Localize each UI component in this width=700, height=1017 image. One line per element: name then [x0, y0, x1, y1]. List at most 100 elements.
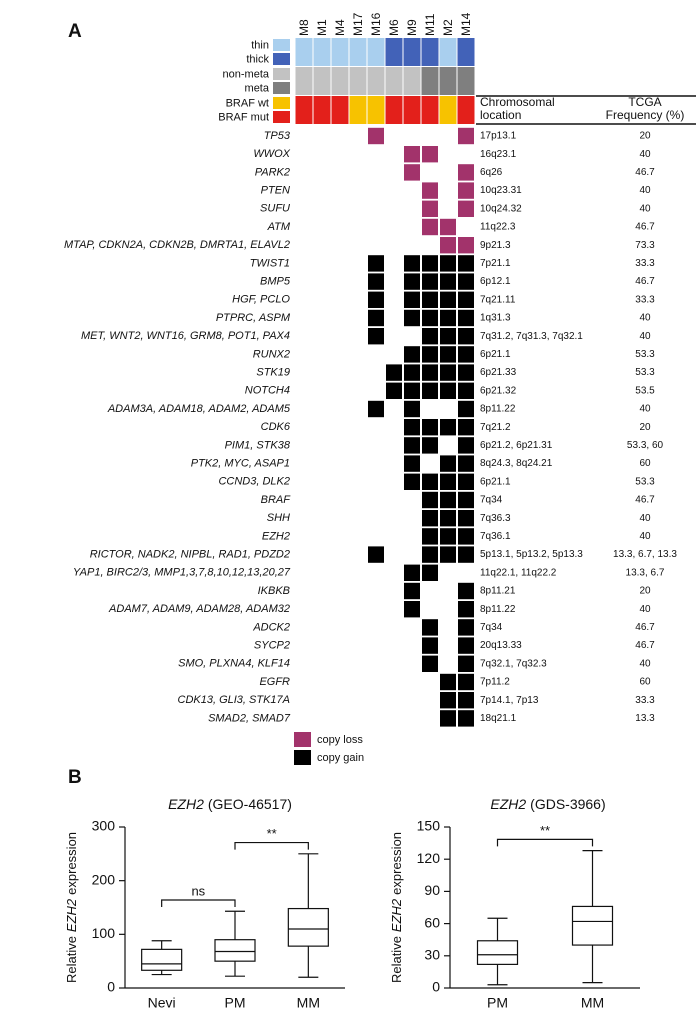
chromosomal-location: 1q31.3: [480, 313, 511, 324]
legend-label: copy gain: [317, 752, 364, 764]
tcga-frequency: 46.7: [635, 622, 655, 633]
copy-gain-cell: [440, 455, 456, 472]
copy-gain-cell: [422, 309, 438, 327]
copy-gain-cell: [422, 382, 438, 399]
copy-gain-cell: [458, 291, 474, 308]
chromosomal-location: 7p21.1: [480, 258, 511, 269]
copy-gain-cell: [440, 491, 456, 509]
copy-gain-cell: [422, 546, 438, 563]
annotation-cell: [331, 96, 349, 124]
gene-label: YAP1, BIRC2/3, MMP1,3,7,8,10,12,13,20,27: [73, 567, 291, 579]
chromosomal-location: 6p21.1: [480, 476, 511, 487]
annotation-cell: [349, 38, 367, 66]
copy-gain-cell: [440, 710, 456, 727]
tcga-frequency: 20: [639, 131, 651, 142]
legend-swatch: [294, 732, 311, 747]
copy-gain-cell: [404, 437, 420, 454]
gene-label: BMP5: [260, 276, 291, 288]
annotation-cell: [385, 38, 403, 66]
tcga-frequency: 40: [639, 531, 651, 542]
copy-gain-cell: [404, 309, 420, 327]
y-label-part: expression: [64, 832, 79, 895]
copy-gain-cell: [458, 601, 474, 618]
annotation-cell: [367, 67, 385, 95]
legend-swatch: [273, 97, 290, 109]
copy-gain-cell: [368, 400, 384, 418]
gene-label: EZH2: [262, 530, 290, 542]
copy-gain-cell: [368, 255, 384, 272]
copy-gain-cell: [422, 564, 438, 581]
legend-swatch: [273, 68, 290, 80]
legend-label: non-meta: [223, 68, 270, 80]
y-tick-label: 0: [432, 979, 440, 995]
chromosomal-location: 10q23.31: [480, 185, 522, 196]
gene-label: MET, WNT2, WNT16, GRM8, POT1, PAX4: [81, 330, 290, 342]
gene-label: SMAD2, SMAD7: [208, 712, 291, 724]
sample-label: M4: [333, 19, 347, 36]
gene-label: SYCP2: [254, 640, 290, 652]
significance-bracket: [496, 838, 594, 847]
copy-gain-cell: [458, 673, 474, 691]
copy-gain-cell: [458, 273, 474, 290]
copy-gain-cell: [386, 364, 402, 381]
copy-gain-cell: [422, 328, 438, 345]
sample-label: M11: [423, 13, 437, 36]
significance-label: **: [267, 826, 277, 841]
gene-label: TWIST1: [250, 257, 290, 269]
copy-gain-cell: [440, 328, 456, 345]
tcga-frequency: 53.3, 60: [627, 440, 664, 451]
box: [287, 907, 329, 947]
copy-gain-cell: [458, 710, 474, 727]
copy-gain-cell: [440, 510, 456, 527]
gene-label: NOTCH4: [245, 385, 290, 397]
copy-gain-cell: [368, 546, 384, 563]
copy-gain-cell: [422, 510, 438, 527]
copy-loss-cell: [458, 200, 474, 217]
copy-gain-cell: [458, 546, 474, 563]
sample-label: M8: [297, 19, 311, 36]
legend-label: BRAF wt: [226, 97, 269, 109]
gene-label: CCND3, DLK2: [218, 476, 290, 488]
panel-label: B: [68, 767, 82, 788]
sample-label: M1: [315, 19, 329, 36]
copy-loss-cell: [440, 237, 456, 254]
copy-gain-cell: [458, 619, 474, 636]
sample-label: M17: [351, 12, 365, 36]
copy-loss-cell: [458, 127, 474, 145]
sample-label: M9: [405, 19, 419, 36]
copy-gain-cell: [440, 546, 456, 563]
column-header: Chromosomal: [480, 95, 555, 109]
tcga-frequency: 46.7: [635, 640, 655, 651]
copy-gain-cell: [440, 291, 456, 308]
legend-swatch: [273, 39, 290, 51]
annotation-cell: [295, 96, 313, 124]
chromosomal-location: 6q26: [480, 167, 503, 178]
copy-gain-cell: [422, 437, 438, 454]
y-label-part: Relative: [64, 936, 79, 983]
box: [571, 905, 614, 946]
copy-gain-cell: [404, 400, 420, 418]
chromosomal-location: 6p12.1: [480, 276, 511, 287]
copy-gain-cell: [422, 273, 438, 290]
copy-gain-cell: [440, 346, 456, 363]
copy-gain-cell: [422, 637, 438, 654]
chromosomal-location: 7q21.2: [480, 422, 511, 433]
tcga-frequency: 33.3: [635, 695, 655, 706]
copy-gain-cell: [404, 346, 420, 363]
annotation-cell: [367, 38, 385, 66]
gene-label: EGFR: [259, 676, 290, 688]
y-tick-label: 120: [417, 850, 441, 866]
copy-gain-cell: [458, 382, 474, 399]
x-tick-label: MM: [297, 995, 320, 1011]
gene-label: BRAF: [261, 494, 292, 506]
copy-loss-cell: [422, 146, 438, 163]
tcga-frequency: 60: [639, 677, 651, 688]
copy-gain-cell: [404, 473, 420, 490]
copy-gain-cell: [422, 364, 438, 381]
y-axis-label: Relative EZH2 expression: [389, 832, 404, 983]
chromosomal-location: 7q36.1: [480, 531, 511, 542]
copy-gain-cell: [404, 364, 420, 381]
copy-gain-cell: [458, 637, 474, 654]
x-tick-label: PM: [225, 995, 246, 1011]
chromosomal-location: 8p11.22: [480, 604, 516, 615]
